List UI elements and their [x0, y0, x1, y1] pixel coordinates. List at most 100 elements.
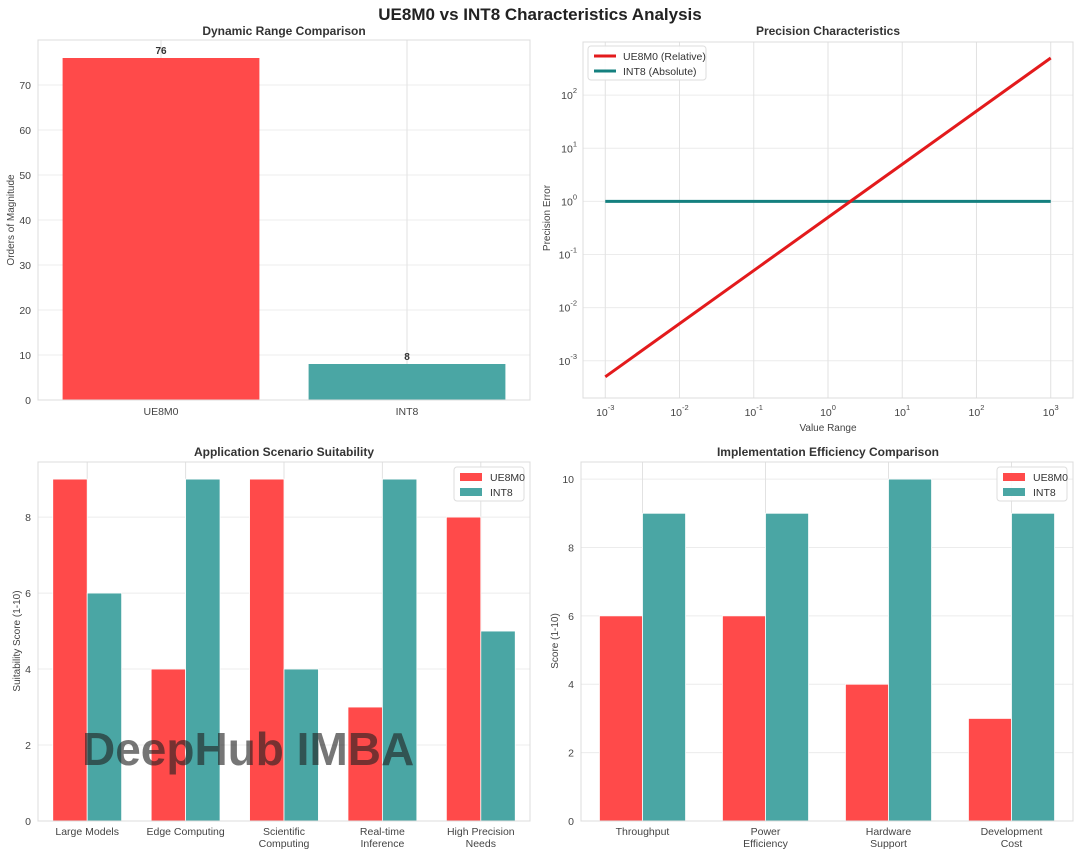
x-tick-label: Inference: [361, 838, 405, 850]
y-tick-label: 4: [25, 664, 31, 676]
x-tick-label: Efficiency: [743, 838, 788, 850]
precision-ylabel: Precision Error: [542, 184, 553, 251]
precision-axes-frame: [582, 41, 1074, 399]
x-tick-exponent: 2: [980, 403, 984, 412]
suitability-panel: Application Scenario Suitability Suitabi…: [12, 445, 531, 850]
x-tick-exponent: 1: [906, 403, 910, 412]
bar-int8-1: [765, 512, 809, 822]
y-tick-label: 10: [19, 350, 31, 362]
legend-label: UE8M0 (Relative): [623, 51, 706, 63]
x-tick-exponent: 0: [832, 403, 836, 412]
legend-swatch-int8: [1003, 488, 1025, 496]
y-tick-label: 6: [25, 588, 31, 600]
efficiency-ylabel: Score (1-10): [550, 613, 561, 669]
dynamic-range-panel: Dynamic Range Comparison Orders of Magni…: [6, 24, 531, 418]
x-tick-label: Needs: [466, 838, 496, 850]
x-tick-exponent: -2: [682, 403, 689, 412]
y-tick-label: 50: [19, 170, 31, 182]
bar-ue8m0-4: [445, 516, 482, 822]
legend-swatch-int8: [460, 488, 482, 496]
legend-label: INT8: [490, 487, 513, 499]
y-tick-label: 8: [25, 512, 31, 524]
y-tick-exponent: 2: [573, 86, 577, 95]
x-tick-label: Edge Computing: [146, 826, 224, 838]
y-tick-label: 30: [19, 260, 31, 272]
legend-swatch-ue8m0: [460, 473, 482, 481]
precision-title: Precision Characteristics: [756, 24, 900, 38]
bar-int8-2: [283, 668, 319, 822]
precision-panel: Precision Characteristics Precision Erro…: [542, 24, 1074, 434]
bar-ue8m0: [62, 58, 260, 400]
efficiency-title: Implementation Efficiency Comparison: [717, 445, 939, 459]
legend-box: [587, 45, 707, 81]
bar-int8-1: [185, 478, 221, 822]
bar-int8: [308, 364, 506, 400]
y-tick-label: 0: [568, 816, 574, 828]
y-tick-label: 0: [25, 395, 31, 407]
bar-ue8m0-0: [52, 478, 88, 822]
y-tick-label: 40: [19, 215, 31, 227]
x-tick-label: High Precision: [447, 826, 515, 838]
axes-frame: [580, 461, 1074, 822]
bar-value-label: 8: [404, 352, 410, 363]
y-tick-exponent: -2: [570, 299, 577, 308]
legend-label: UE8M0: [490, 472, 525, 484]
x-tick-label: Cost: [1001, 838, 1023, 850]
y-tick-label: 0: [25, 816, 31, 828]
bar-ue8m0-1: [722, 615, 766, 822]
y-tick-label: 70: [19, 80, 31, 92]
x-tick-label: Scientific: [263, 826, 305, 838]
bar-ue8m0-3: [347, 706, 383, 822]
watermark: DeepHub IMBA: [82, 723, 414, 775]
x-tick-label: Real-time: [360, 826, 405, 838]
y-tick-exponent: -1: [570, 246, 577, 255]
bar-int8-3: [1011, 512, 1055, 822]
dynamic-range-axes-frame: [37, 39, 531, 401]
dynamic-range-ylabel: Orders of Magnitude: [6, 174, 17, 266]
y-tick-label: 2: [568, 748, 574, 760]
bar-int8-4: [480, 630, 516, 822]
bar-int8-0: [642, 512, 686, 822]
x-tick-label: Support: [870, 838, 907, 850]
legend: UE8M0 INT8: [996, 466, 1068, 502]
x-tick-label: Hardware: [866, 826, 912, 838]
dynamic-range-title: Dynamic Range Comparison: [202, 24, 365, 38]
y-tick-label: 10: [562, 474, 574, 486]
y-tick-label: 2: [25, 740, 31, 752]
ue8m0-relative-line: [604, 56, 1052, 379]
x-tick-label: INT8: [396, 406, 419, 418]
y-tick-label: 20: [19, 305, 31, 317]
y-tick-label: 4: [568, 679, 574, 691]
bar-int8-3: [381, 478, 418, 822]
y-tick-exponent: 1: [573, 139, 577, 148]
bar-int8-2: [888, 478, 932, 822]
x-tick-label: Development: [981, 826, 1043, 838]
y-tick-exponent: 0: [573, 192, 577, 201]
precision-xlabel: Value Range: [799, 423, 857, 434]
y-tick-label: 60: [19, 125, 31, 137]
x-tick-exponent: -3: [608, 403, 615, 412]
efficiency-panel: Implementation Efficiency Comparison Sco…: [550, 445, 1074, 850]
legend-label: INT8: [1033, 487, 1056, 499]
bar-ue8m0-0: [599, 615, 643, 822]
x-tick-exponent: 3: [1054, 403, 1058, 412]
suitability-ylabel: Suitability Score (1-10): [12, 590, 23, 691]
bar-ue8m0-2: [845, 683, 889, 822]
x-tick-label: Power: [751, 826, 781, 838]
axes-frame: [37, 461, 531, 822]
figure-title: UE8M0 vs INT8 Characteristics Analysis: [378, 5, 701, 24]
legend-label: UE8M0: [1033, 472, 1068, 484]
x-tick-label: UE8M0: [143, 406, 178, 418]
x-tick-label: Large Models: [55, 826, 119, 838]
x-tick-label: Throughput: [616, 826, 670, 838]
bar-int8-0: [86, 592, 123, 822]
x-tick-label: Computing: [259, 838, 310, 850]
bar-ue8m0-2: [249, 478, 285, 822]
y-tick-label: 8: [568, 542, 574, 554]
suitability-title: Application Scenario Suitability: [194, 445, 374, 459]
bar-value-label: 76: [155, 46, 167, 57]
x-tick-exponent: -1: [756, 403, 763, 412]
bar-ue8m0-1: [150, 668, 187, 822]
precision-legend: UE8M0 (Relative) INT8 (Absolute): [587, 45, 707, 81]
legend-label: INT8 (Absolute): [623, 66, 697, 78]
